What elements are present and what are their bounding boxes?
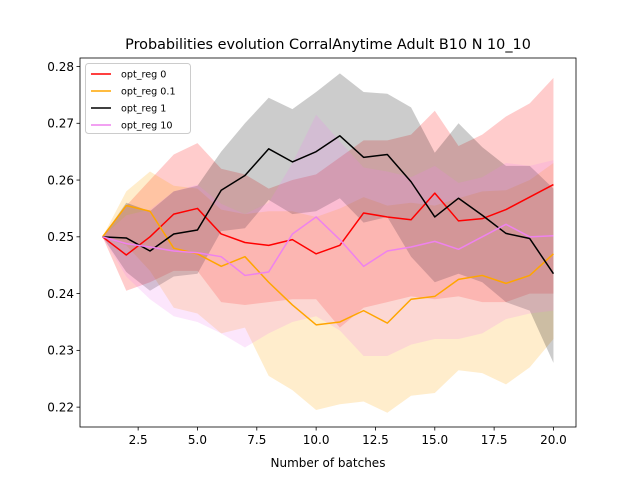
legend-label: opt_reg 0.1: [121, 87, 176, 98]
band-opt-reg-1: [102, 73, 554, 363]
y-tick-label: 0.25: [47, 230, 74, 244]
plot-frame: [79, 57, 577, 428]
y-tick-label: 0.28: [47, 60, 74, 74]
x-tick-label: 10.0: [303, 433, 330, 447]
chart-title: Probabilities evolution CorralAnytime Ad…: [125, 37, 531, 53]
band-opt-reg-0-1: [102, 163, 554, 413]
x-axis: 2.5 5.0 7.5 10.0 12.5 15.0 17.5 20.0: [129, 427, 567, 447]
legend-label: opt_reg 0: [121, 70, 166, 81]
legend-label: opt_reg 10: [121, 121, 173, 132]
line-opt-reg-0: [102, 183, 554, 256]
y-axis: 0.22 0.23 0.24 0.25 0.26 0.27 0.28: [47, 60, 80, 414]
y-tick-label: 0.24: [47, 287, 74, 301]
x-tick-label: 12.5: [362, 433, 389, 447]
band-opt-reg-0: [102, 77, 554, 328]
legend-label: opt_reg 1: [121, 104, 166, 115]
x-tick-label: 2.5: [129, 433, 148, 447]
series-lines: [101, 135, 555, 326]
x-tick-label: 7.5: [247, 433, 266, 447]
legend-box: [85, 63, 191, 134]
line-opt-reg-0-1: [101, 204, 554, 326]
x-tick-label: 5.0: [188, 433, 207, 447]
x-tick-label: 20.0: [540, 433, 567, 447]
y-tick-label: 0.27: [47, 117, 74, 131]
legend: opt_reg 0 opt_reg 0.1 opt_reg 1 opt_reg 10: [85, 63, 191, 134]
band-opt-reg-10: [102, 114, 554, 357]
confidence-bands: [102, 73, 554, 413]
y-tick-label: 0.22: [47, 400, 74, 414]
x-tick-label: 15.0: [421, 433, 448, 447]
y-tick-label: 0.26: [47, 173, 74, 187]
line-opt-reg-10: [102, 216, 554, 277]
x-axis-label: Number of batches: [271, 456, 386, 470]
y-tick-label: 0.23: [47, 344, 74, 358]
line-opt-reg-1: [102, 135, 555, 275]
x-tick-label: 17.5: [481, 433, 508, 447]
